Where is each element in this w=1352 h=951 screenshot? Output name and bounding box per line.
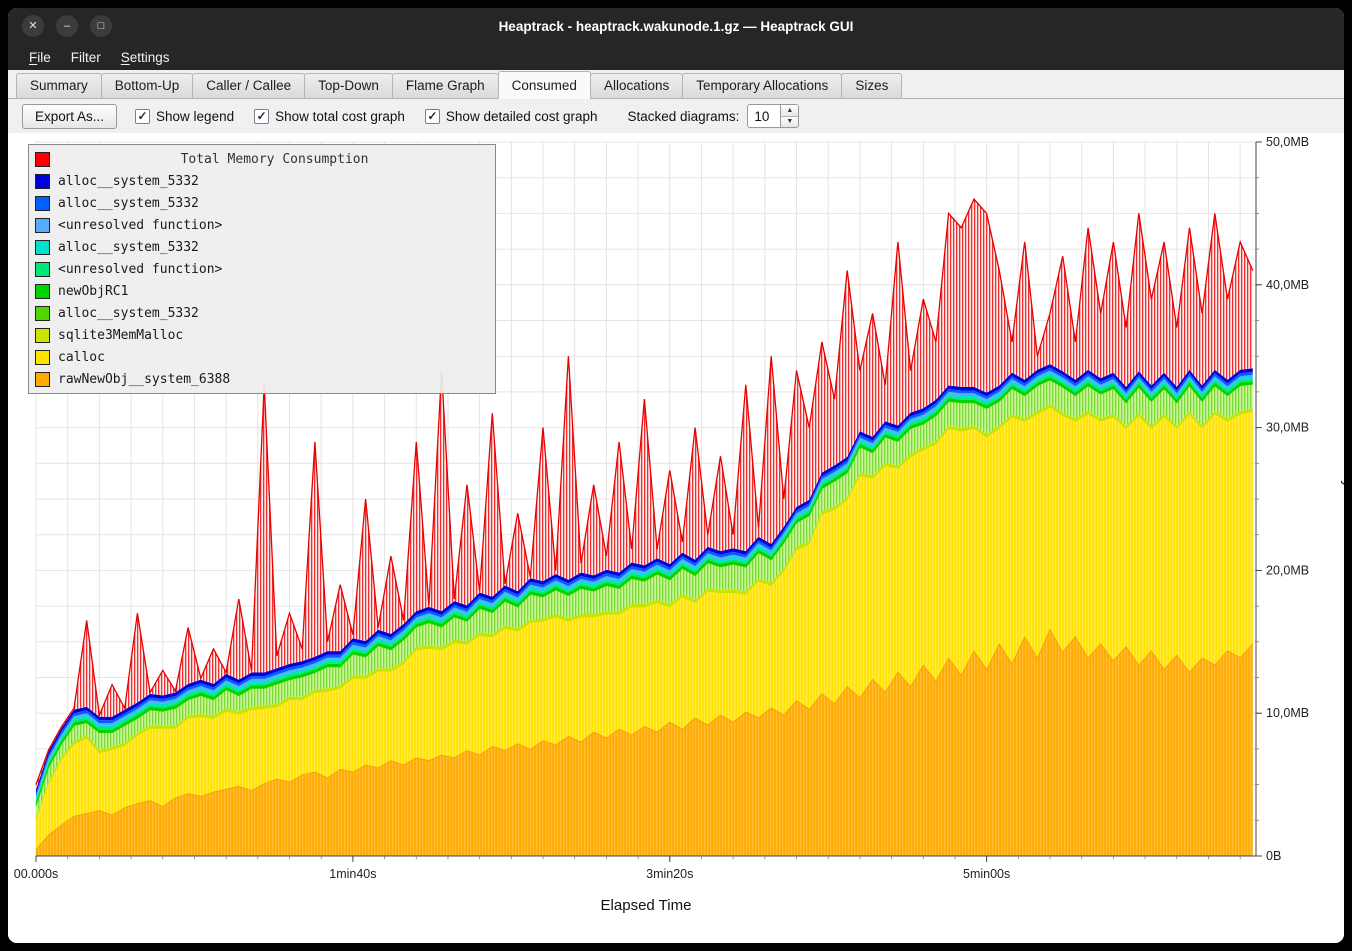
- menu-filter[interactable]: Filter: [62, 47, 110, 68]
- legend-item-label: alloc__system_5332: [58, 196, 199, 211]
- legend-item: alloc__system_5332: [33, 236, 491, 258]
- legend-title: Total Memory Consumption: [58, 152, 491, 167]
- legend-swatch-icon: [35, 262, 50, 277]
- tab-caller-callee[interactable]: Caller / Callee: [192, 73, 305, 98]
- stacked-diagrams-control: Stacked diagrams: 10 ▲ ▼: [628, 104, 800, 128]
- legend-swatch-icon: [35, 306, 50, 321]
- legend-item-label: rawNewObj__system_6388: [58, 372, 230, 387]
- legend-item: alloc__system_5332: [33, 192, 491, 214]
- legend-item: calloc: [33, 346, 491, 368]
- svg-text:3min20s: 3min20s: [646, 867, 693, 881]
- legend-swatch-icon: [35, 196, 50, 211]
- tab-consumed[interactable]: Consumed: [498, 71, 591, 99]
- legend-swatch-icon: [35, 350, 50, 365]
- legend-swatch-icon: [35, 284, 50, 299]
- checkbox-show-detailed-cost-graph[interactable]: ✓ Show detailed cost graph: [425, 109, 598, 124]
- svg-text:50,0MB: 50,0MB: [1266, 135, 1309, 149]
- chart-legend: Total Memory Consumption alloc__system_53…: [28, 144, 496, 394]
- spinbox-value[interactable]: 10: [748, 105, 780, 127]
- tab-bottom-up[interactable]: Bottom-Up: [101, 73, 194, 98]
- legend-item: <unresolved function>: [33, 214, 491, 236]
- svg-text:40,0MB: 40,0MB: [1266, 278, 1309, 292]
- legend-swatch-icon: [35, 328, 50, 343]
- legend-item-label: newObjRC1: [58, 284, 128, 299]
- checkbox-label: Show legend: [156, 109, 234, 124]
- title-bar: ✕–□ Heaptrack - heaptrack.wakunode.1.gz …: [8, 8, 1344, 44]
- tab-temporary-allocations[interactable]: Temporary Allocations: [682, 73, 842, 98]
- checkbox-show-legend[interactable]: ✓ Show legend: [135, 109, 234, 124]
- svg-text:30,0MB: 30,0MB: [1266, 421, 1309, 435]
- tab-bar: SummaryBottom-UpCaller / CalleeTop-DownF…: [8, 70, 1344, 99]
- svg-text:1min40s: 1min40s: [329, 867, 376, 881]
- spin-down-arrow-icon[interactable]: ▼: [781, 117, 798, 128]
- toolbar: Export As... ✓ Show legend ✓ Show total cos…: [8, 99, 1344, 133]
- legend-item: alloc__system_5332: [33, 170, 491, 192]
- legend-item: newObjRC1: [33, 280, 491, 302]
- menu-file[interactable]: File: [20, 47, 60, 68]
- legend-title-row: Total Memory Consumption: [33, 148, 491, 170]
- spin-up-arrow-icon[interactable]: ▲: [781, 105, 798, 117]
- minimize-button[interactable]: –: [56, 15, 78, 37]
- legend-item-label: sqlite3MemMalloc: [58, 328, 183, 343]
- legend-item-label: alloc__system_5332: [58, 174, 199, 189]
- window-title: Heaptrack - heaptrack.wakunode.1.gz — He…: [8, 19, 1344, 34]
- window-controls: ✕–□: [22, 15, 112, 37]
- menu-settings[interactable]: Settings: [112, 47, 179, 68]
- checkbox-box-icon[interactable]: ✓: [425, 109, 440, 124]
- legend-item: sqlite3MemMalloc: [33, 324, 491, 346]
- toolbar-checkboxes: ✓ Show legend ✓ Show total cost graph ✓ Show …: [135, 109, 598, 124]
- legend-swatch-icon: [35, 240, 50, 255]
- tab-allocations[interactable]: Allocations: [590, 73, 683, 98]
- export-as-button[interactable]: Export As...: [22, 104, 117, 129]
- legend-swatch-icon: [35, 174, 50, 189]
- menu-bar: FileFilterSettings: [8, 44, 1344, 70]
- checkbox-show-total-cost-graph[interactable]: ✓ Show total cost graph: [254, 109, 405, 124]
- legend-swatch-icon: [35, 218, 50, 233]
- maximize-button[interactable]: □: [90, 15, 112, 37]
- svg-text:10,0MB: 10,0MB: [1266, 706, 1309, 720]
- stacked-diagrams-label: Stacked diagrams:: [628, 109, 740, 124]
- tab-summary[interactable]: Summary: [16, 73, 102, 98]
- stacked-diagrams-spinbox[interactable]: 10 ▲ ▼: [747, 104, 799, 128]
- legend-item-label: <unresolved function>: [58, 218, 222, 233]
- svg-text:5min00s: 5min00s: [963, 867, 1010, 881]
- legend-item: <unresolved function>: [33, 258, 491, 280]
- tab-flame-graph[interactable]: Flame Graph: [392, 73, 499, 98]
- tab-sizes[interactable]: Sizes: [841, 73, 902, 98]
- legend-item-label: alloc__system_5332: [58, 306, 199, 321]
- legend-swatch-icon: [35, 152, 50, 167]
- app-window: ✕–□ Heaptrack - heaptrack.wakunode.1.gz …: [8, 8, 1344, 943]
- checkbox-box-icon[interactable]: ✓: [254, 109, 269, 124]
- legend-item-label: <unresolved function>: [58, 262, 222, 277]
- legend-item-label: calloc: [58, 350, 105, 365]
- legend-item: rawNewObj__system_6388: [33, 368, 491, 390]
- x-axis-title: Elapsed Time: [601, 897, 692, 914]
- svg-text:00.000s: 00.000s: [14, 867, 58, 881]
- svg-text:20,0MB: 20,0MB: [1266, 563, 1309, 577]
- y-axis-title: Memory Consumed: [1340, 434, 1344, 565]
- legend-swatch-icon: [35, 372, 50, 387]
- close-button[interactable]: ✕: [22, 15, 44, 37]
- checkbox-label: Show total cost graph: [275, 109, 405, 124]
- legend-item-label: alloc__system_5332: [58, 240, 199, 255]
- chart-pane: Total Memory Consumption alloc__system_53…: [8, 133, 1344, 943]
- checkbox-label: Show detailed cost graph: [446, 109, 598, 124]
- spinbox-buttons: ▲ ▼: [780, 105, 798, 127]
- tab-top-down[interactable]: Top-Down: [304, 73, 393, 98]
- checkbox-box-icon[interactable]: ✓: [135, 109, 150, 124]
- legend-item: alloc__system_5332: [33, 302, 491, 324]
- svg-text:0B: 0B: [1266, 849, 1281, 863]
